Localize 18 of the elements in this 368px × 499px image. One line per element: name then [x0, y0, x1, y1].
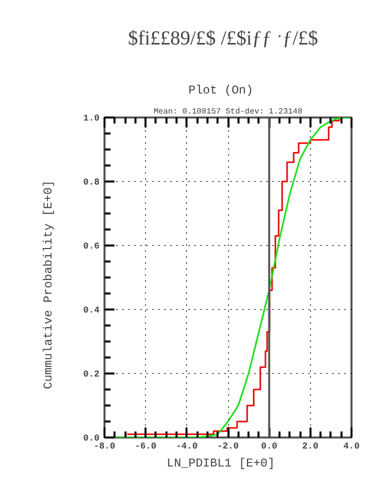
x-axis-title: LN_PDIBL1 [E+0] [166, 456, 275, 470]
y-tick-label: 0.4 [83, 306, 100, 316]
y-tick-label: 0.6 [83, 242, 100, 252]
x-tick-label: 4.0 [343, 442, 360, 452]
text: $fi££89/£$ /£$iƒƒ ˑƒ/£$ [128, 28, 318, 50]
y-tick-label: 0.8 [83, 178, 100, 188]
x-tick-label: -2.0 [217, 442, 239, 452]
chart-subtitle: Mean: 0.108157 Std-dev: 1.23148 [154, 108, 303, 116]
x-tick-label: -4.0 [176, 442, 198, 452]
y-tick-label: 0.0 [83, 434, 100, 444]
x-tick-label: 0.0 [261, 442, 278, 452]
x-tick-label: 2.0 [302, 442, 318, 452]
chart-title: Plot (On) [188, 84, 254, 98]
y-tick-label: 0.2 [83, 370, 100, 380]
y-tick-label: 1.0 [83, 114, 100, 124]
y-axis-title: Cummulative Probability [E+0] [41, 180, 56, 390]
x-tick-label: -8.0 [94, 442, 116, 452]
x-tick-label: -6.0 [134, 442, 156, 452]
